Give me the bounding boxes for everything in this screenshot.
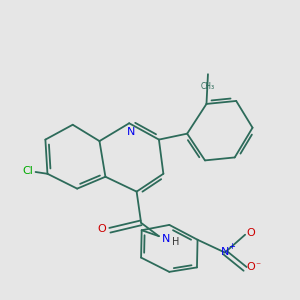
Text: O: O bbox=[246, 228, 255, 238]
Text: N: N bbox=[162, 234, 170, 244]
Text: +: + bbox=[228, 242, 235, 250]
Text: O: O bbox=[246, 262, 255, 272]
Text: N: N bbox=[127, 127, 135, 137]
Text: H: H bbox=[172, 236, 180, 247]
Text: ⁻: ⁻ bbox=[255, 261, 260, 271]
Text: O: O bbox=[97, 224, 106, 234]
Text: CH₃: CH₃ bbox=[201, 82, 215, 91]
Text: N: N bbox=[221, 247, 230, 257]
Text: Cl: Cl bbox=[23, 166, 34, 176]
